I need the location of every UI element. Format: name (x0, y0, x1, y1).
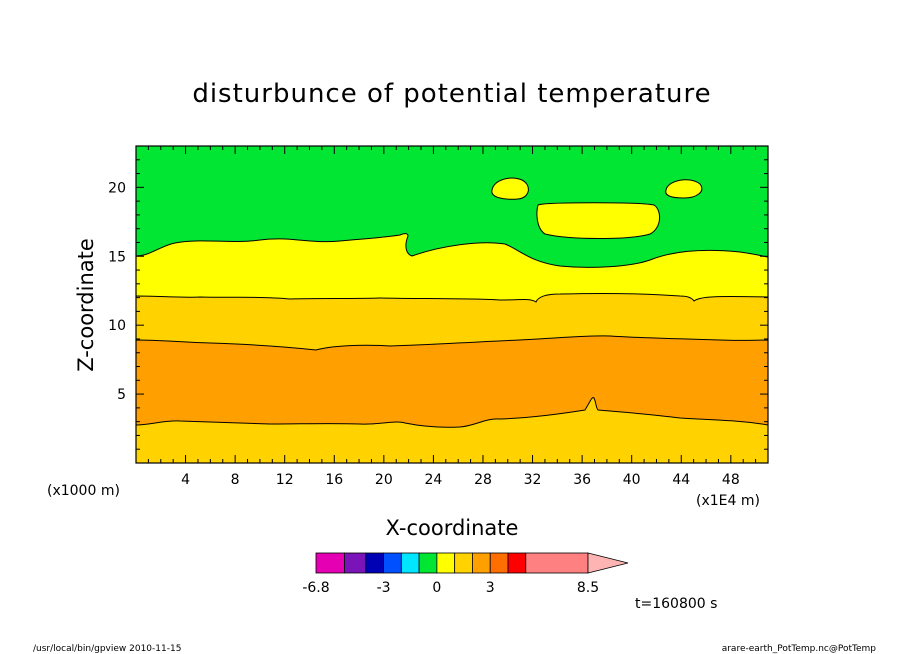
colorbar-tick-label: 8.5 (577, 580, 599, 596)
time-label: t=160800 s (635, 596, 717, 612)
colorbar-extension-arrow (587, 552, 629, 574)
colorbar-cell (315, 552, 345, 574)
chart-title: disturbunce of potential temperature (192, 79, 711, 109)
x-tick-label: 32 (524, 472, 542, 488)
y-tick-label: 20 (108, 180, 126, 196)
y-tick-label: 10 (108, 318, 126, 334)
y-unit-label: (x1000 m) (47, 483, 120, 499)
colorbar-cell (365, 552, 384, 574)
colorbar-tick-label: -6.8 (302, 580, 329, 596)
colorbar-cell (454, 552, 473, 574)
x-tick-label: 8 (231, 472, 240, 488)
band-lowest (135, 397, 769, 464)
x-tick-label: 12 (276, 472, 294, 488)
colorbar-cell (383, 552, 402, 574)
colorbar-cell (472, 552, 491, 574)
colorbar-cell (489, 552, 509, 574)
y-axis-label: Z-coordinate (74, 238, 98, 372)
y-tick-label: 15 (108, 249, 126, 265)
contour-island-2 (536, 202, 660, 239)
footer-right: arare-earth_PotTemp.nc@PotTemp (722, 644, 877, 654)
colorbar (315, 552, 629, 574)
colorbar-cell (344, 552, 367, 574)
x-tick-label: 36 (573, 472, 591, 488)
axis-ticks (136, 146, 768, 463)
colorbar-cell (418, 552, 438, 574)
colorbar-tick-label: 0 (432, 580, 441, 596)
x-tick-label: 28 (474, 472, 492, 488)
x-tick-label: 4 (181, 472, 190, 488)
contour-island-3 (665, 179, 703, 199)
x-tick-labels: 4 8 12 16 20 24 28 32 36 40 44 48 (181, 472, 740, 488)
x-axis-label: X-coordinate (386, 516, 519, 540)
colorbar-tick-label: 3 (486, 580, 495, 596)
y-tick-label: 5 (117, 387, 126, 403)
x-tick-label: 20 (375, 472, 393, 488)
x-unit-label: (x1E4 m) (696, 493, 760, 509)
plot-frame (135, 145, 769, 464)
colorbar-cell (525, 552, 589, 574)
plot-area (135, 145, 769, 464)
colorbar-cell (507, 552, 527, 574)
colorbar-tick-labels: -6.8 -3 0 3 8.5 (302, 580, 599, 596)
x-tick-label: 48 (722, 472, 740, 488)
x-tick-label: 40 (623, 472, 641, 488)
x-tick-label: 16 (325, 472, 343, 488)
colorbar-cell (436, 552, 456, 574)
contour-island-1 (491, 177, 529, 200)
colorbar-tick-label: -3 (377, 580, 391, 596)
x-tick-label: 44 (672, 472, 690, 488)
y-tick-labels: 5 10 15 20 (108, 180, 126, 403)
x-tick-label: 24 (424, 472, 442, 488)
colorbar-cell (400, 552, 420, 574)
footer-left: /usr/local/bin/gpview 2010-11-15 (33, 644, 181, 654)
